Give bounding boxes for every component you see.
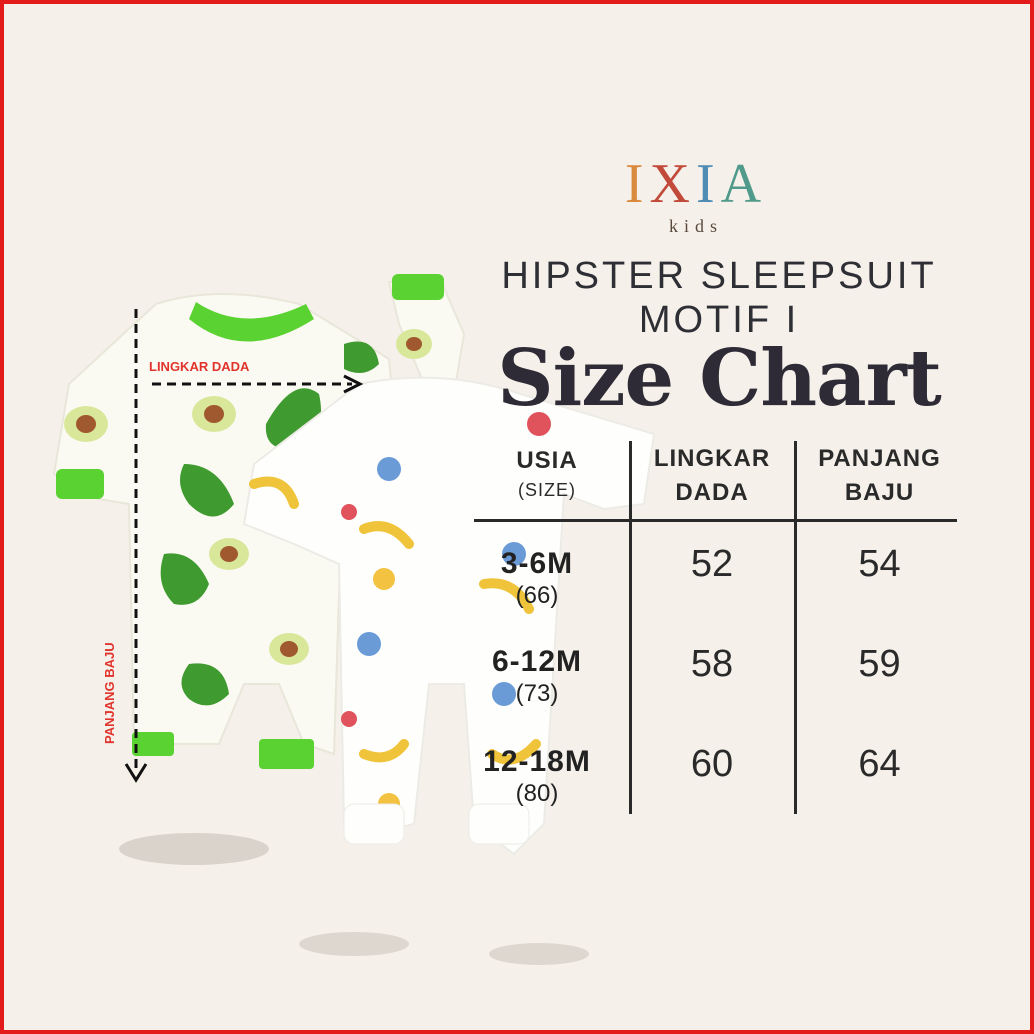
logo-letter: A xyxy=(720,153,768,215)
logo-letter: I xyxy=(624,153,650,215)
row-size-code: (73) xyxy=(515,680,559,707)
length-arrowhead xyxy=(124,763,148,783)
header-age: USIA (SIZE) xyxy=(472,444,622,502)
row-size-label: 12-18M xyxy=(483,745,591,778)
column-divider xyxy=(629,441,632,814)
header-age-sub: (SIZE) xyxy=(518,480,576,500)
shadow xyxy=(119,833,269,865)
shadow xyxy=(489,943,589,965)
column-divider xyxy=(794,441,797,814)
row-size-label: 3-6M xyxy=(500,547,574,580)
logo-letter: X xyxy=(649,153,696,215)
product-title-line: HIPSTER SLEEPSUIT xyxy=(501,255,937,297)
product-photo: LINGKAR DADA PANJANG BAJU xyxy=(52,274,656,965)
row-length-value: 59 xyxy=(858,643,901,685)
row-size-code: (80) xyxy=(515,780,559,807)
logo-letter: I xyxy=(696,153,721,215)
row-chest-value: 60 xyxy=(690,743,734,785)
size-table: USIA (SIZE) LINGKAR DADA PANJANG BAJU 3-… xyxy=(474,434,959,814)
chart-heading: Size Chart xyxy=(497,333,942,424)
row-chest-value: 58 xyxy=(690,643,734,685)
header-length-line: PANJANG xyxy=(818,445,941,472)
header-length-line: BAJU xyxy=(844,479,915,506)
chest-arrowhead xyxy=(343,374,364,394)
row-size: 6-12M (73) xyxy=(462,644,612,708)
row-length-value: 64 xyxy=(858,743,901,785)
header-age-label: USIA xyxy=(516,447,578,474)
header-length: PANJANG BAJU xyxy=(802,442,957,510)
header-chest: LINGKAR DADA xyxy=(637,442,787,510)
row-size-label: 6-12M xyxy=(491,645,583,678)
row-chest-value: 52 xyxy=(690,543,734,585)
header-chest-line: DADA xyxy=(675,479,749,506)
brand-logo: IXIA kids xyxy=(596,154,796,237)
product-title-line: MOTIF I xyxy=(638,299,800,341)
fruit-sleepsuit xyxy=(242,376,656,856)
header-divider xyxy=(474,519,957,522)
avocado-sleepsuit xyxy=(52,274,466,769)
logo-subtitle: kids xyxy=(668,216,723,236)
shadow xyxy=(299,932,409,956)
row-length-value: 54 xyxy=(858,543,901,585)
length-label: PANJANG BAJU xyxy=(102,642,117,744)
chest-label: LINGKAR DADA xyxy=(149,359,250,374)
product-title: HIPSTER SLEEPSUIT MOTIF I xyxy=(484,254,954,342)
logo-word: IXIA xyxy=(596,154,796,214)
row-size-code: (66) xyxy=(515,582,559,609)
row-size: 12-18M (80) xyxy=(462,744,612,808)
header-chest-line: LINGKAR xyxy=(653,445,771,472)
row-size: 3-6M (66) xyxy=(462,546,612,610)
